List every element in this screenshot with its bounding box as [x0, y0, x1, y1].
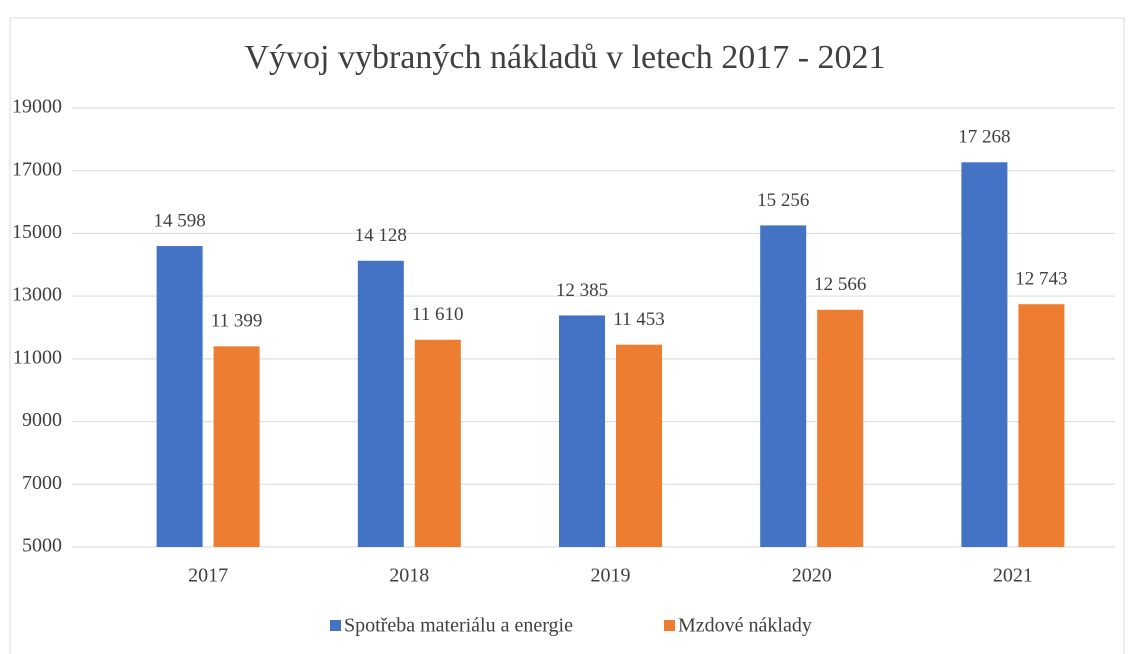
value-label: 15 256	[757, 190, 809, 211]
bar	[414, 339, 461, 547]
x-tick-label: 2017	[188, 565, 228, 587]
legend-label: Mzdové náklady	[678, 615, 812, 637]
value-label: 11 453	[613, 309, 665, 330]
x-tick-label: 2021	[993, 565, 1033, 587]
bar	[616, 344, 662, 547]
bar	[559, 315, 605, 547]
x-tick-label: 2019	[591, 565, 631, 587]
bar	[213, 346, 260, 547]
y-tick-label: 9000	[22, 409, 62, 431]
bar	[1018, 304, 1065, 547]
value-label: 14 598	[153, 210, 205, 231]
value-label: 12 743	[1015, 269, 1067, 290]
value-label: 12 385	[556, 280, 608, 301]
bar	[961, 162, 1008, 547]
y-tick-label: 17000	[12, 158, 62, 180]
y-tick-label: 7000	[22, 472, 62, 494]
y-tick-label: 19000	[12, 96, 62, 118]
x-tick-label: 2020	[792, 565, 832, 587]
legend-label: Spotřeba materiálu a energie	[344, 615, 573, 637]
y-tick-label: 5000	[22, 535, 62, 557]
x-tick-label: 2018	[389, 565, 429, 587]
value-label: 11 610	[412, 304, 464, 325]
bar	[760, 225, 807, 548]
value-label: 17 268	[958, 127, 1010, 148]
bar	[357, 260, 404, 547]
legend-swatch	[330, 620, 341, 631]
bar	[156, 246, 203, 547]
value-label: 12 566	[814, 274, 866, 295]
value-label: 14 128	[355, 225, 407, 246]
y-tick-label: 11000	[13, 346, 62, 368]
y-tick-label: 13000	[12, 284, 62, 306]
y-tick-label: 15000	[12, 221, 62, 243]
value-label: 11 399	[211, 311, 263, 332]
legend-swatch	[664, 620, 675, 631]
chart-title: Vývoj vybraných nákladů v letech 2017 - …	[244, 39, 885, 76]
bar	[817, 309, 864, 547]
